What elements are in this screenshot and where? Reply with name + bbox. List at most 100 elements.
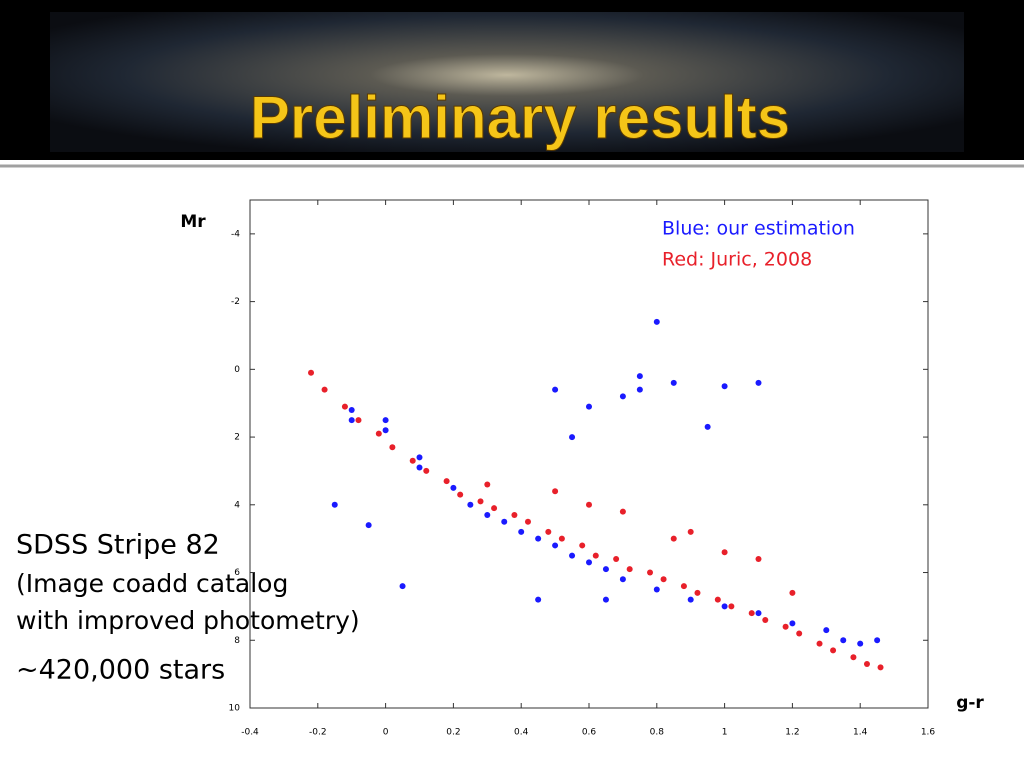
x-tick-label: -0.2	[309, 728, 327, 738]
scatter-point	[789, 620, 796, 627]
scatter-point	[416, 454, 423, 461]
scatter-point	[579, 542, 586, 549]
y-tick-label: -2	[231, 297, 240, 307]
x-tick-label: 1.2	[785, 728, 799, 738]
slide-title: Preliminary results	[250, 84, 790, 151]
x-axis-label: g-r	[956, 693, 984, 713]
scatter-point	[552, 386, 559, 393]
scatter-point	[721, 549, 728, 556]
scatter-point	[762, 616, 769, 623]
scatter-point	[789, 589, 796, 596]
scatter-point	[592, 552, 599, 559]
y-tick-label: 8	[234, 636, 240, 646]
galaxy-image	[50, 12, 964, 152]
x-tick-label: 0.2	[446, 728, 460, 738]
scatter-point	[586, 559, 592, 566]
scatter-point	[636, 386, 643, 393]
scatter-point	[874, 637, 881, 644]
y-tick-label: 6	[234, 568, 240, 578]
scatter-point	[375, 430, 382, 437]
scatter-point	[748, 610, 755, 617]
scatter-point	[308, 369, 315, 376]
y-axis-label: Mr	[180, 212, 206, 232]
scatter-point	[409, 457, 416, 464]
scatter-point	[823, 627, 830, 634]
scatter-point	[602, 596, 609, 603]
scatter-point	[714, 596, 721, 603]
x-tick-label: 0.8	[650, 728, 665, 738]
x-tick-label: 0	[383, 728, 389, 738]
scatter-point	[660, 576, 667, 583]
scatter-point	[569, 434, 576, 441]
scatter-point	[680, 583, 687, 590]
y-tick-label: 2	[234, 433, 240, 443]
scatter-point	[687, 528, 694, 535]
y-tick-label: 4	[234, 500, 240, 510]
scatter-point	[545, 528, 552, 535]
scatter-point	[341, 403, 348, 410]
scatter-point	[535, 596, 542, 603]
y-tick-label: -4	[231, 229, 240, 239]
scatter-point	[348, 417, 355, 424]
x-tick-label: 1.6	[921, 728, 936, 738]
scatter-point	[857, 640, 864, 647]
scatter-point	[721, 383, 728, 390]
scatter-point	[830, 647, 837, 654]
scatter-point	[450, 484, 457, 491]
notes: SDSS Stripe 82 (Image coadd catalog with…	[16, 530, 360, 686]
scatter-point	[602, 566, 609, 573]
scatter-point	[796, 630, 803, 637]
scatter-point	[524, 518, 531, 525]
note: with improved photometry)	[16, 606, 360, 635]
y-tick-label: 0	[234, 365, 240, 375]
scatter-point	[535, 535, 542, 542]
scatter-point	[491, 505, 498, 512]
scatter-point	[877, 664, 884, 671]
scatter-point	[694, 589, 701, 596]
scatter-point	[863, 660, 870, 667]
legend-entry: Blue: our estimation	[662, 218, 855, 240]
scatter-point	[569, 552, 576, 559]
scatter-point	[840, 637, 847, 644]
scatter-point	[518, 528, 525, 535]
scatter-point	[552, 488, 559, 495]
scatter-point	[457, 491, 464, 498]
scatter-point	[477, 498, 484, 505]
scatter-point	[355, 417, 362, 424]
scatter-point	[653, 586, 660, 593]
scatter-point	[348, 406, 355, 413]
scatter-point	[443, 478, 450, 485]
scatter-point	[721, 603, 728, 610]
scatter-point	[670, 379, 677, 386]
x-tick-label: 0.6	[582, 728, 597, 738]
scatter-point	[704, 423, 711, 430]
note: SDSS Stripe 82	[16, 530, 220, 561]
scatter-point	[586, 403, 592, 410]
scatter-point	[850, 654, 857, 661]
scatter-point	[647, 569, 654, 576]
scatter-point	[619, 508, 626, 515]
scatter-point	[365, 522, 372, 529]
scatter-point	[755, 379, 762, 386]
x-tick-label: 0.4	[514, 728, 529, 738]
scatter-point	[423, 467, 430, 474]
scatter-point	[389, 444, 396, 451]
x-tick-label: 1.4	[853, 728, 868, 738]
scatter-point	[399, 583, 406, 590]
scatter-point	[755, 555, 762, 562]
scatter-point	[321, 386, 328, 393]
scatter-point	[653, 318, 660, 325]
scatter-point	[511, 511, 518, 518]
scatter-point	[552, 542, 559, 549]
scatter-point	[687, 596, 694, 603]
scatter-point	[613, 555, 620, 562]
scatter-point	[382, 427, 389, 434]
scatter-point	[782, 623, 789, 630]
y-tick-label: 10	[229, 704, 241, 714]
x-tick-label: 1	[722, 728, 728, 738]
note: ~420,000 stars	[16, 655, 225, 686]
scatter-point	[331, 501, 338, 508]
scatter-point	[586, 501, 592, 508]
scatter-point	[558, 535, 565, 542]
scatter-point	[484, 511, 491, 518]
